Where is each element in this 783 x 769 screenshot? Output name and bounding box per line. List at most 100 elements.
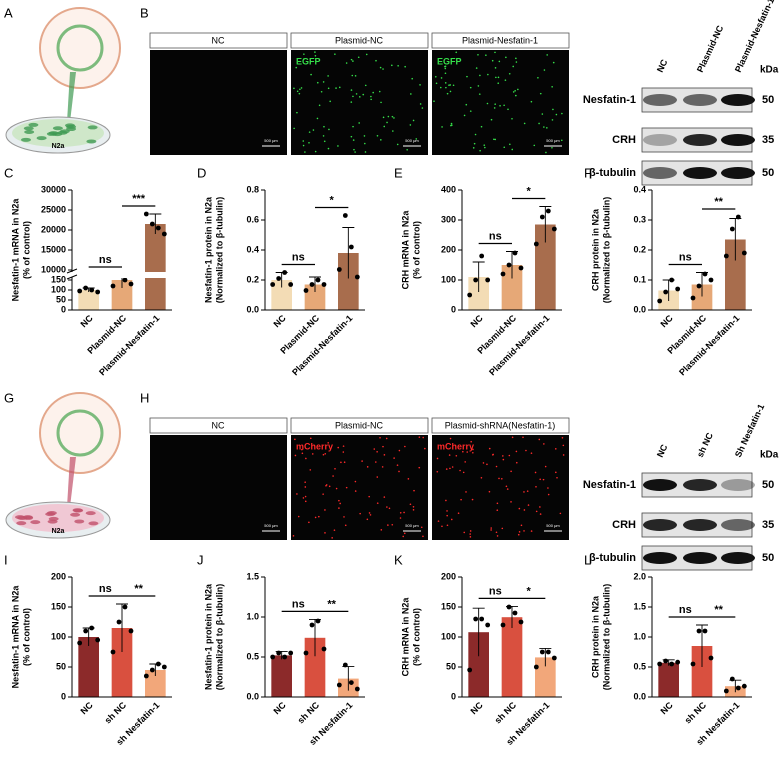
fluorescent-cell — [509, 143, 511, 146]
image-title: Plasmid-NC — [335, 420, 384, 430]
fluorescent-cell — [352, 95, 354, 98]
fluorescent-cell — [502, 455, 504, 457]
data-point — [321, 646, 327, 652]
fluorescent-cell — [379, 66, 382, 69]
data-point — [539, 649, 545, 655]
fluorescent-cell — [387, 524, 389, 526]
fluorescent-cell — [517, 533, 520, 536]
fluorescent-cell — [490, 529, 492, 531]
fluorescent-cell — [497, 76, 500, 79]
fluorescent-cell — [412, 119, 415, 122]
y-axis-label: Nesfatin-1 mRNA in N2a — [10, 198, 20, 302]
fluorescent-cell — [555, 471, 557, 474]
data-point — [348, 244, 354, 250]
fluorescent-cell — [473, 142, 476, 145]
fluorescent-cell — [302, 144, 305, 147]
data-point — [479, 616, 485, 622]
fluorescent-cell — [492, 454, 494, 456]
fluorescent-cell — [368, 512, 371, 514]
y-tick-label: 1.5 — [246, 571, 259, 581]
fluorescent-cell — [434, 75, 437, 78]
data-point — [741, 683, 747, 689]
significance-label: ns — [292, 251, 305, 263]
fluorescent-cell — [477, 53, 479, 56]
data-point — [288, 650, 294, 656]
fluorescent-cell — [451, 466, 454, 468]
fluorescent-cell — [380, 529, 383, 531]
cell — [85, 511, 96, 516]
fluorescent-cell — [471, 498, 474, 501]
y-tick-label: 1.0 — [246, 611, 259, 621]
data-point — [729, 676, 735, 682]
image-title: Plasmid-Nesfatin-1 — [462, 35, 538, 45]
y-tick-label: 2.0 — [633, 571, 646, 581]
pipette — [67, 72, 76, 122]
bar — [271, 655, 292, 697]
data-point — [315, 618, 321, 624]
fluorescent-cell — [301, 448, 303, 451]
fluorescent-cell — [383, 125, 386, 128]
fluorescent-cell — [391, 115, 394, 118]
data-point — [690, 661, 696, 667]
fluorescent-cell — [378, 90, 381, 93]
fluorescent-cell — [495, 76, 497, 79]
fluorescent-cell — [345, 62, 348, 64]
plasmid-circle — [39, 392, 121, 474]
fluorescent-cell — [379, 436, 381, 439]
fluorescent-cell — [318, 515, 320, 518]
panel-letter: H — [140, 390, 149, 405]
significance-label: ns — [99, 254, 112, 266]
fluorescent-cell — [411, 77, 414, 80]
data-point — [336, 682, 342, 688]
x-tick-label: NC — [78, 313, 95, 330]
fluorescent-cell — [331, 537, 333, 539]
data-point — [735, 214, 741, 220]
fluorescent-cell — [517, 88, 519, 91]
data-point — [500, 271, 506, 277]
fluorescent-cell — [380, 139, 382, 141]
fluorescent-cell — [308, 521, 310, 524]
fluorescent-cell — [551, 85, 553, 88]
fluorescent-cell — [304, 481, 306, 483]
data-point — [270, 654, 276, 660]
fluorescent-cell — [562, 454, 565, 456]
fluorescent-cell — [398, 449, 401, 452]
y-tick-label: 0.0 — [246, 691, 259, 701]
image-title-box — [431, 417, 570, 434]
data-point — [309, 282, 315, 287]
fluorescent-cell — [486, 463, 488, 466]
fluorescent-cell — [464, 461, 467, 463]
fluorescent-cell — [466, 75, 468, 78]
fluorescent-cell — [324, 452, 327, 455]
cell — [36, 136, 47, 141]
image-title: NC — [212, 35, 225, 45]
band — [683, 519, 717, 531]
data-point — [288, 282, 294, 287]
fluorescent-cell — [452, 84, 455, 87]
kda-value: 50 — [762, 94, 774, 106]
band — [721, 134, 755, 146]
data-point — [354, 686, 360, 692]
y-axis-label: (% of control) — [411, 608, 421, 666]
kda-value: 50 — [762, 167, 774, 179]
x-tick-label: NC — [271, 313, 288, 330]
significance-label: * — [527, 585, 532, 597]
fluorescent-cell — [501, 477, 503, 480]
fluorescent-cell — [375, 461, 377, 463]
fluorescent-cell — [436, 457, 439, 460]
fluorescent-cell — [328, 128, 330, 131]
fluorescent-cell — [479, 149, 481, 152]
fluorescent-cell — [470, 440, 472, 443]
y-tick-label: 25000 — [41, 204, 66, 214]
fluorescent-cell — [469, 530, 472, 532]
image-title-box — [149, 417, 288, 434]
cell — [52, 126, 63, 131]
data-point — [122, 604, 128, 610]
fluorescent-cell — [370, 95, 372, 98]
fluorescent-cell — [539, 92, 542, 95]
fluorescent-cell — [449, 437, 452, 440]
fluorescent-cell — [403, 532, 406, 535]
fluorescent-cell — [477, 85, 480, 87]
y-tick-label: 30000 — [41, 184, 66, 194]
error-bar — [342, 227, 355, 279]
